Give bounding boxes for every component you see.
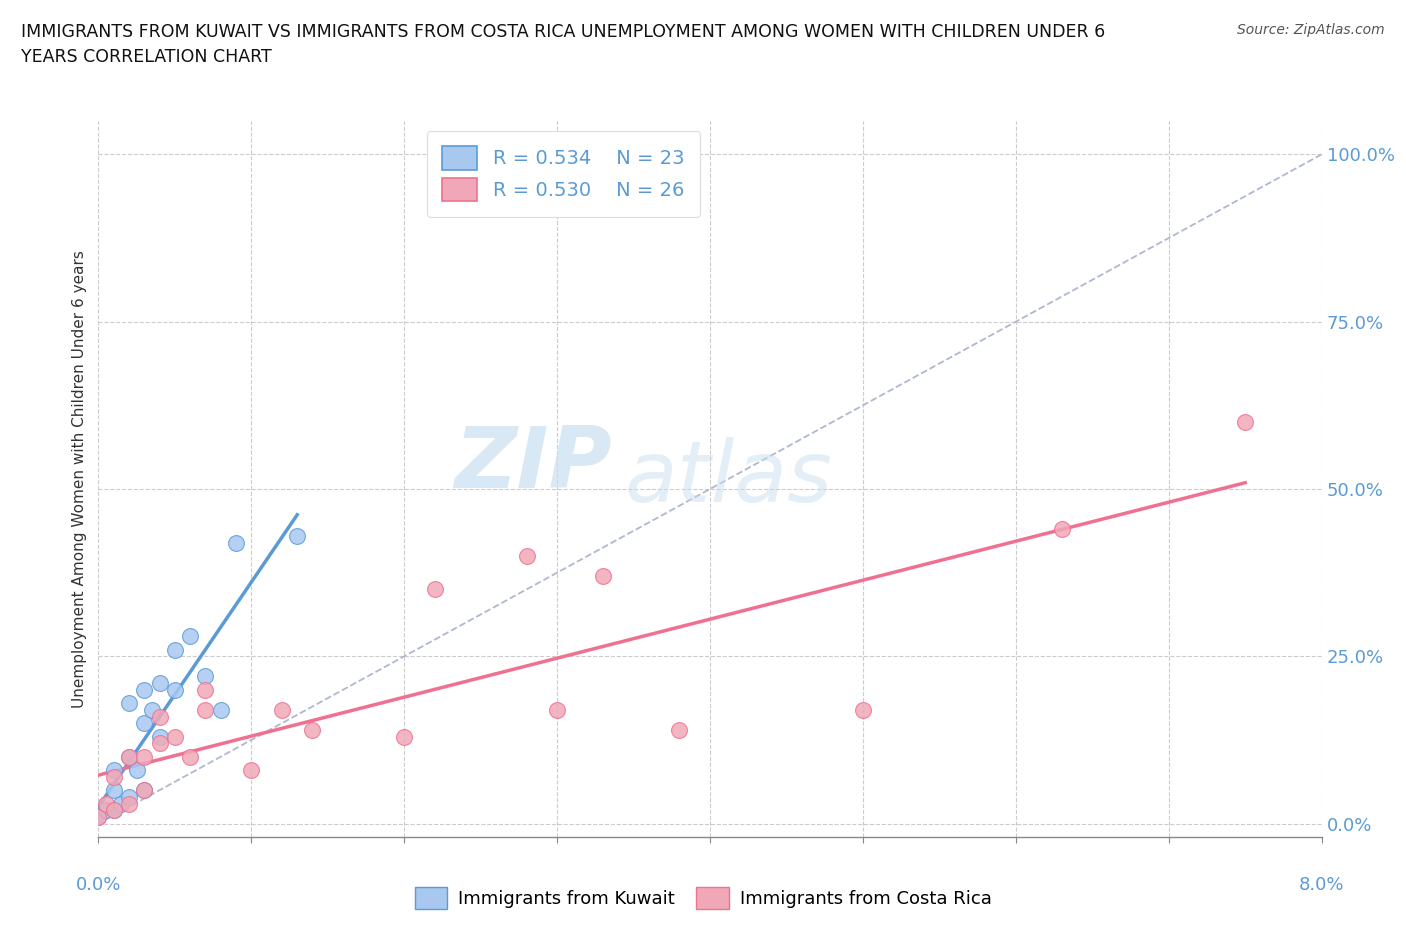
Text: atlas: atlas bbox=[624, 437, 832, 521]
Point bbox=[546, 702, 568, 717]
Point bbox=[118, 790, 141, 804]
Point bbox=[209, 702, 232, 717]
Point bbox=[87, 809, 110, 824]
Point bbox=[87, 809, 110, 824]
Point bbox=[94, 803, 117, 817]
Point bbox=[134, 750, 156, 764]
Point bbox=[179, 750, 201, 764]
Point bbox=[134, 683, 156, 698]
Legend: R = 0.534    N = 23, R = 0.530    N = 26: R = 0.534 N = 23, R = 0.530 N = 26 bbox=[426, 130, 700, 217]
Point bbox=[301, 723, 323, 737]
Point bbox=[103, 783, 125, 798]
Point bbox=[1050, 522, 1073, 537]
Point bbox=[194, 702, 217, 717]
Text: ZIP: ZIP bbox=[454, 423, 612, 506]
Point bbox=[118, 750, 141, 764]
Point bbox=[163, 643, 186, 658]
Point bbox=[163, 683, 186, 698]
Text: Source: ZipAtlas.com: Source: ZipAtlas.com bbox=[1237, 23, 1385, 37]
Point bbox=[392, 729, 416, 744]
Text: YEARS CORRELATION CHART: YEARS CORRELATION CHART bbox=[21, 48, 271, 66]
Point bbox=[103, 803, 125, 817]
Point bbox=[149, 736, 172, 751]
Text: IMMIGRANTS FROM KUWAIT VS IMMIGRANTS FROM COSTA RICA UNEMPLOYMENT AMONG WOMEN WI: IMMIGRANTS FROM KUWAIT VS IMMIGRANTS FRO… bbox=[21, 23, 1105, 41]
Point bbox=[103, 763, 125, 777]
Point bbox=[134, 783, 156, 798]
Point bbox=[125, 763, 148, 777]
Point bbox=[134, 716, 156, 731]
Legend: Immigrants from Kuwait, Immigrants from Costa Rica: Immigrants from Kuwait, Immigrants from … bbox=[408, 880, 998, 916]
Point bbox=[516, 549, 538, 564]
Point bbox=[285, 528, 308, 543]
Text: 0.0%: 0.0% bbox=[76, 876, 121, 895]
Point bbox=[240, 763, 263, 777]
Point bbox=[149, 729, 172, 744]
Point bbox=[194, 669, 217, 684]
Point bbox=[118, 696, 141, 711]
Point bbox=[118, 796, 141, 811]
Point bbox=[194, 683, 217, 698]
Point bbox=[118, 750, 141, 764]
Point bbox=[592, 568, 614, 583]
Point bbox=[852, 702, 875, 717]
Point bbox=[134, 783, 156, 798]
Point bbox=[141, 702, 163, 717]
Point bbox=[149, 675, 172, 690]
Point bbox=[668, 723, 690, 737]
Point bbox=[103, 803, 125, 817]
Point bbox=[163, 729, 186, 744]
Point bbox=[103, 769, 125, 784]
Point bbox=[225, 535, 247, 550]
Point bbox=[270, 702, 294, 717]
Point bbox=[1234, 415, 1257, 430]
Text: 8.0%: 8.0% bbox=[1299, 876, 1344, 895]
Point bbox=[149, 709, 172, 724]
Point bbox=[110, 796, 132, 811]
Point bbox=[94, 796, 117, 811]
Point bbox=[179, 629, 201, 644]
Point bbox=[423, 582, 446, 597]
Y-axis label: Unemployment Among Women with Children Under 6 years: Unemployment Among Women with Children U… bbox=[72, 250, 87, 708]
